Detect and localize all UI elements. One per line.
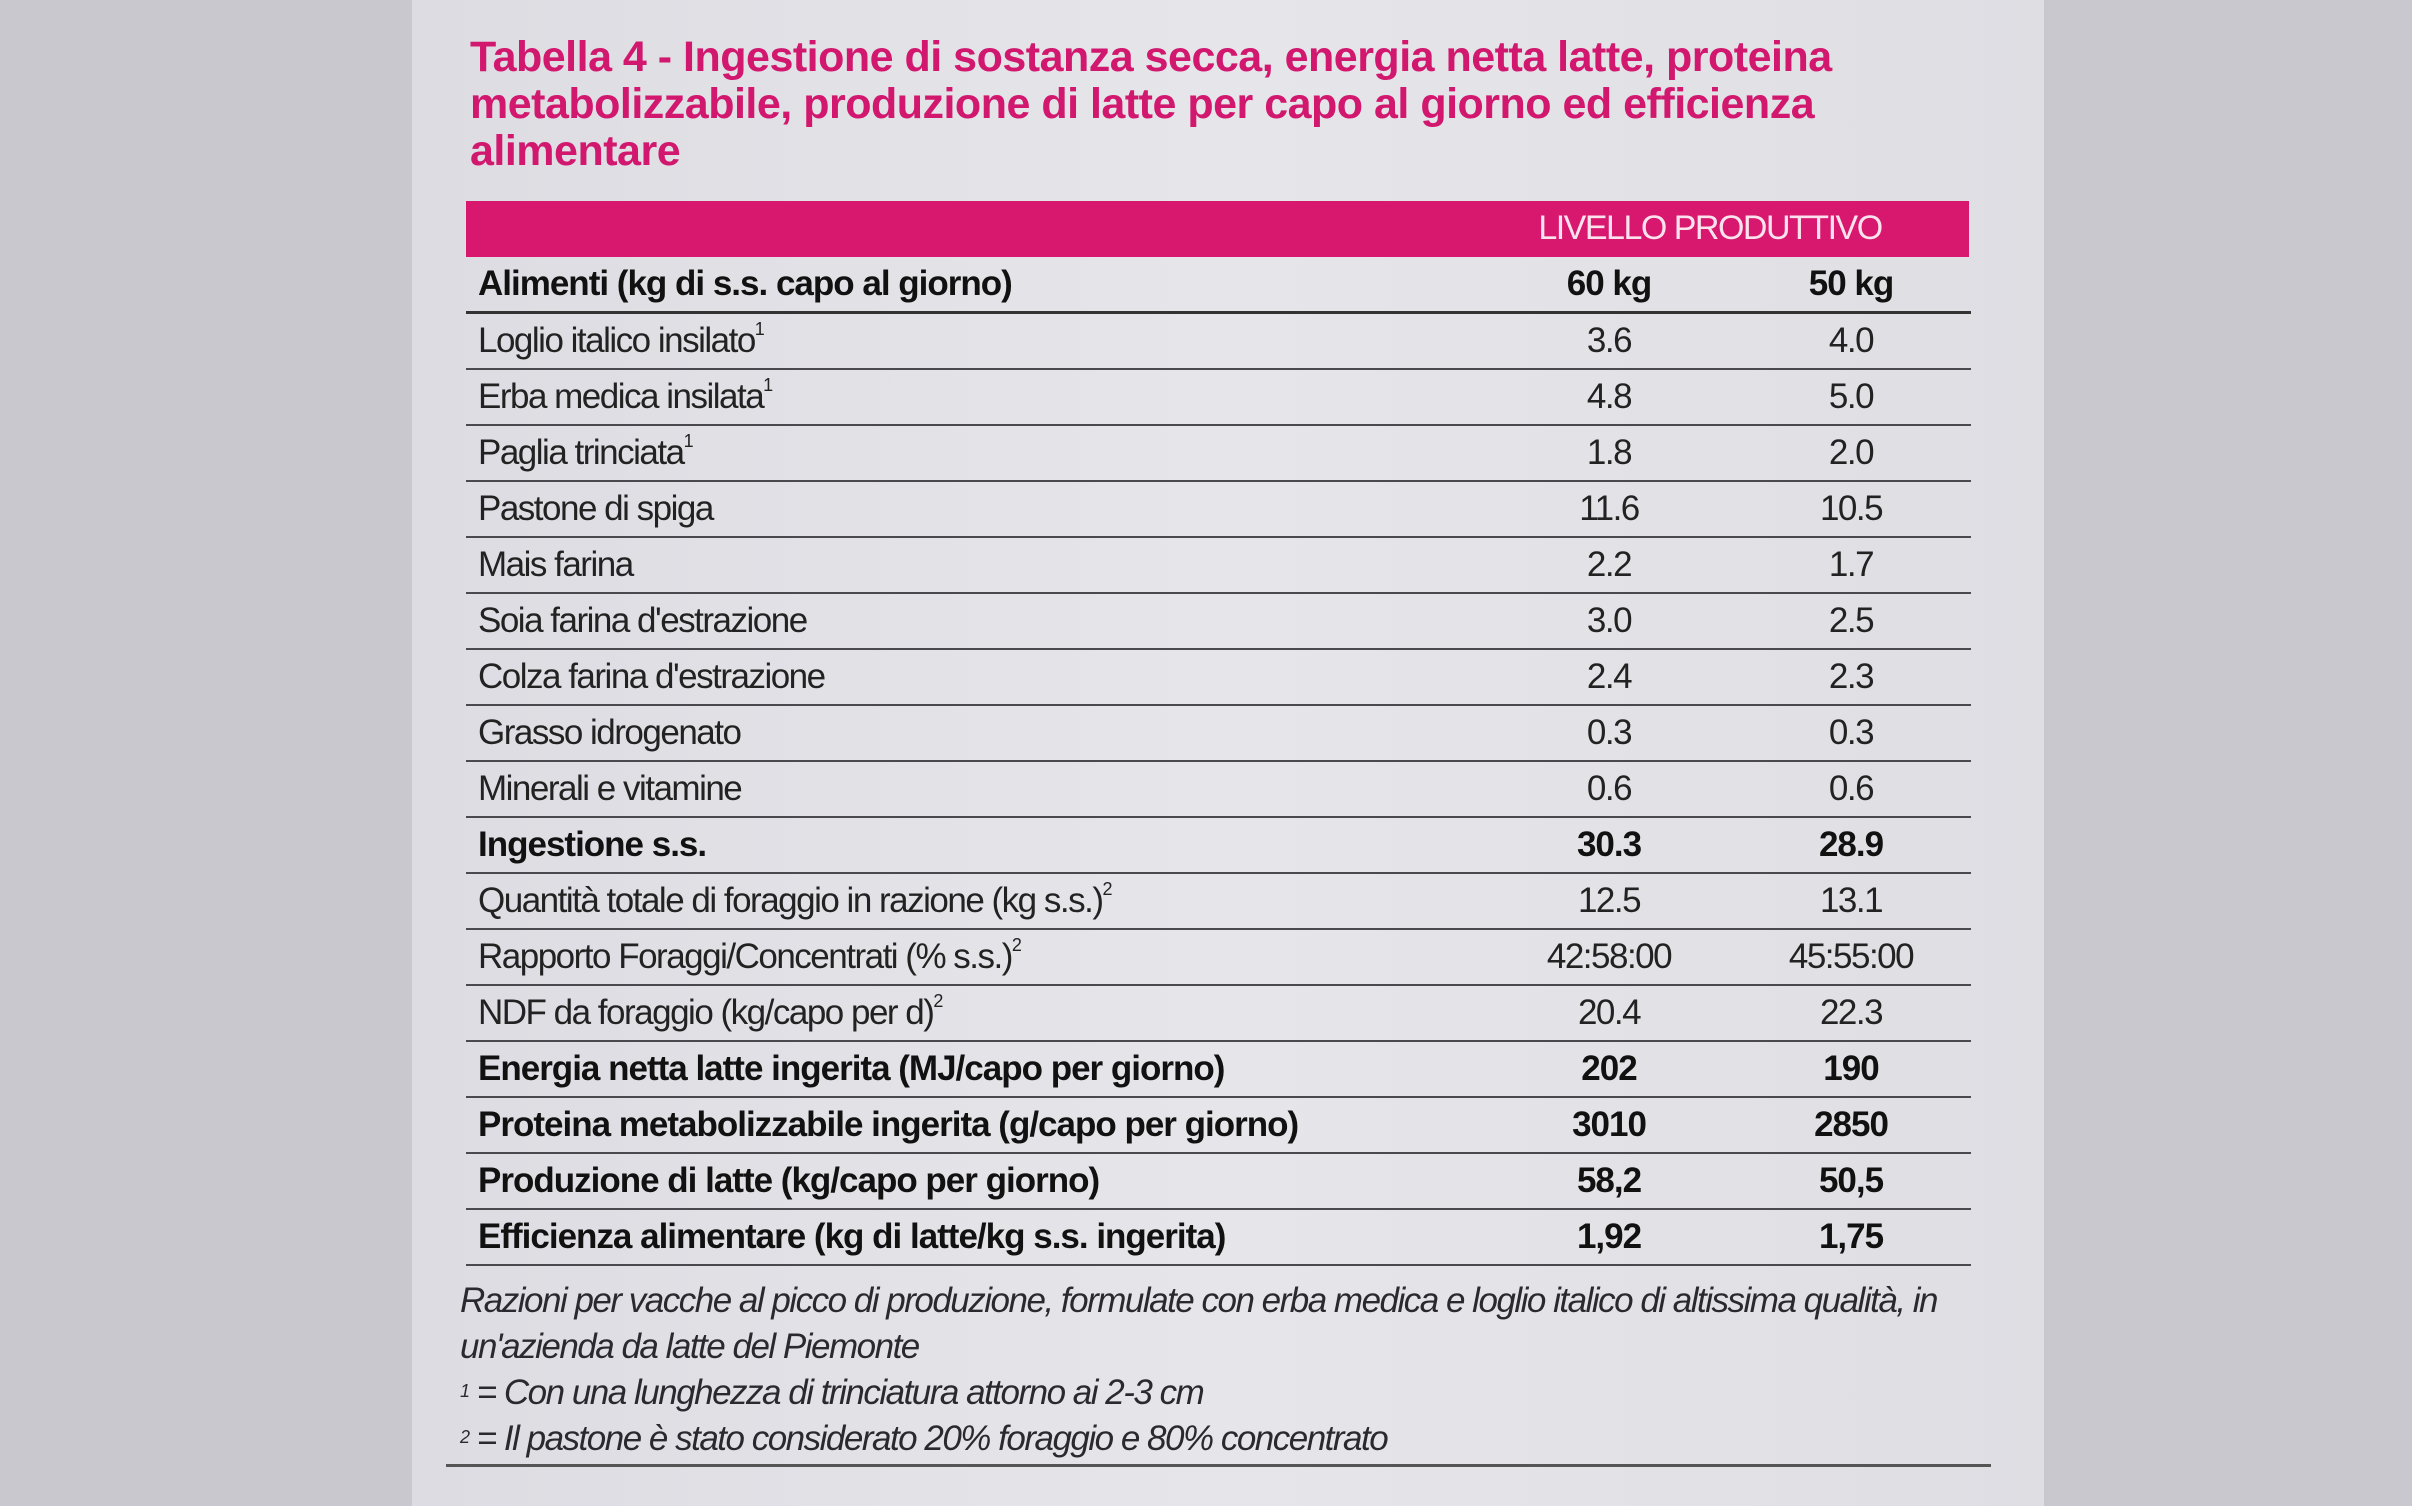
row-label: Loglio italico insilato1	[478, 319, 765, 360]
row-label: Energia netta latte ingerita (MJ/capo pe…	[478, 1049, 1225, 1088]
value-60kg: 3.6	[1586, 321, 1633, 360]
value-60kg: 2.2	[1586, 545, 1633, 584]
value-50kg: 190	[1823, 1049, 1879, 1088]
value-50kg: 5.0	[1828, 377, 1875, 416]
value-50kg: 2.5	[1828, 601, 1875, 640]
table-row: Energia netta latte ingerita (MJ/capo pe…	[466, 1042, 1971, 1098]
row-label: Pastone di spiga	[478, 489, 714, 528]
table-row: Colza farina d'estrazione 2.4 2.3	[466, 650, 1971, 706]
value-60kg: 42:58:00	[1546, 937, 1673, 976]
value-60kg: 3010	[1572, 1105, 1647, 1144]
column-header-50kg: 50 kg	[1808, 264, 1895, 303]
value-60kg: 12.5	[1577, 881, 1642, 920]
value-50kg: 13.1	[1819, 881, 1884, 920]
table-row: Soia farina d'estrazione 3.0 2.5	[466, 594, 1971, 650]
value-60kg: 0.6	[1586, 769, 1633, 808]
row-label: Colza farina d'estrazione	[478, 657, 826, 696]
footnote-ref: 1	[754, 319, 765, 339]
value-60kg: 1.8	[1586, 433, 1633, 472]
value-50kg: 10.5	[1819, 489, 1884, 528]
row-label: Rapporto Foraggi/Concentrati (% s.s.)2	[478, 935, 1022, 976]
table-row: Mais farina 2.2 1.7	[466, 538, 1971, 594]
bottom-rule	[446, 1464, 1991, 1467]
value-60kg: 11.6	[1579, 489, 1640, 528]
table-row: Efficienza alimentare (kg di latte/kg s.…	[466, 1210, 1971, 1266]
value-60kg: 4.8	[1586, 377, 1633, 416]
footnote-ref: 1	[763, 375, 773, 395]
header-band: LIVELLO PRODUTTIVO	[466, 201, 1969, 257]
table-row: Proteina metabolizzabile ingerita (g/cap…	[466, 1098, 1971, 1154]
table-row: Erba medica insilata1 4.8 5.0	[466, 370, 1971, 426]
table-row: Produzione di latte (kg/capo per giorno)…	[466, 1154, 1971, 1210]
table-row: Pastone di spiga 11.6 10.5	[466, 482, 1971, 538]
footnote-ref: 2	[1102, 879, 1112, 899]
value-60kg: 202	[1581, 1049, 1637, 1088]
value-50kg: 4.0	[1828, 321, 1875, 360]
row-label: Produzione di latte (kg/capo per giorno)	[478, 1161, 1100, 1200]
table-row: Grasso idrogenato 0.3 0.3	[466, 706, 1971, 762]
table-row: Ingestione s.s. 30.3 28.9	[466, 818, 1971, 874]
value-50kg: 50,5	[1818, 1161, 1884, 1200]
value-50kg: 1.7	[1828, 545, 1875, 584]
row-label: Minerali e vitamine	[478, 769, 743, 808]
value-50kg: 0.3	[1828, 713, 1875, 752]
footnote-2: 2 = Il pastone è stato considerato 20% f…	[460, 1419, 1389, 1458]
column-header-label: Alimenti (kg di s.s. capo al giorno)	[478, 264, 1013, 303]
value-50kg: 28.9	[1818, 825, 1884, 864]
row-label: Soia farina d'estrazione	[478, 601, 808, 640]
table-row: NDF da foraggio (kg/capo per d)2 20.4 22.3	[466, 986, 1971, 1042]
value-50kg: 1,75	[1818, 1217, 1884, 1256]
row-label: Efficienza alimentare (kg di latte/kg s.…	[478, 1217, 1226, 1256]
row-label: Proteina metabolizzabile ingerita (g/cap…	[478, 1105, 1299, 1144]
value-50kg: 0.6	[1828, 769, 1875, 808]
value-50kg: 2.3	[1828, 657, 1875, 696]
table-header-row: Alimenti (kg di s.s. capo al giorno) 60 …	[466, 257, 1971, 314]
header-band-label: LIVELLO PRODUTTIVO	[1538, 209, 1883, 247]
value-60kg: 2.4	[1586, 657, 1633, 696]
value-50kg: 45:55:00	[1788, 937, 1915, 976]
table-row: Rapporto Foraggi/Concentrati (% s.s.)2 42…	[466, 930, 1971, 986]
value-60kg: 0.3	[1586, 713, 1633, 752]
table-notes: Razioni per vacche al picco di produzion…	[460, 1278, 1990, 1462]
value-60kg: 30.3	[1576, 825, 1642, 864]
footnote-ref: 1	[683, 431, 694, 451]
value-50kg: 22.3	[1819, 993, 1884, 1032]
table-row: Paglia trinciata1 1.8 2.0	[466, 426, 1971, 482]
row-label: Erba medica insilata1	[478, 375, 773, 416]
data-table: Alimenti (kg di s.s. capo al giorno) 60 …	[466, 257, 1971, 1266]
table-row: Quantità totale di foraggio in razione (…	[466, 874, 1971, 930]
footnote-ref: 2	[933, 991, 943, 1011]
value-60kg: 58,2	[1576, 1161, 1642, 1200]
value-50kg: 2.0	[1828, 433, 1875, 472]
value-60kg: 1,92	[1576, 1217, 1642, 1256]
table-title: Tabella 4 - Ingestione di sostanza secca…	[470, 33, 1832, 175]
row-label: Ingestione s.s.	[478, 825, 707, 864]
row-label: NDF da foraggio (kg/capo per d)2	[478, 991, 943, 1032]
row-label: Paglia trinciata1	[478, 431, 694, 472]
value-60kg: 3.0	[1586, 601, 1633, 640]
footnote-ref: 2	[1011, 935, 1022, 955]
note-main: Razioni per vacche al picco di produzion…	[460, 1281, 1938, 1366]
footnote-1: 1 = Con una lunghezza di trinciatura att…	[460, 1373, 1205, 1412]
column-header-60kg: 60 kg	[1566, 264, 1653, 303]
value-50kg: 2850	[1814, 1105, 1889, 1144]
row-label: Mais farina	[478, 545, 634, 584]
table-row: Loglio italico insilato1 3.6 4.0	[466, 314, 1971, 370]
value-60kg: 20.4	[1577, 993, 1642, 1032]
row-label: Grasso idrogenato	[478, 713, 742, 752]
table-row: Minerali e vitamine 0.6 0.6	[466, 762, 1971, 818]
row-label: Quantità totale di foraggio in razione (…	[478, 879, 1112, 920]
